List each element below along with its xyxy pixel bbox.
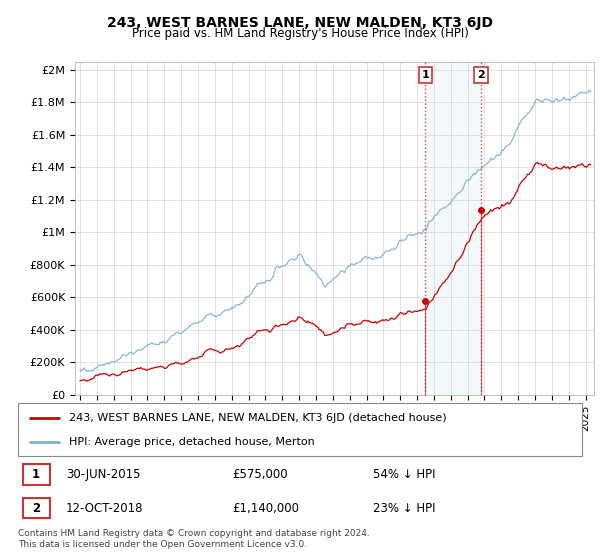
Text: £1,140,000: £1,140,000 xyxy=(232,502,299,515)
Text: £575,000: £575,000 xyxy=(232,468,288,481)
Text: 1: 1 xyxy=(422,70,430,80)
Text: 30-JUN-2015: 30-JUN-2015 xyxy=(66,468,140,481)
Bar xyxy=(23,464,50,485)
Text: HPI: Average price, detached house, Merton: HPI: Average price, detached house, Mert… xyxy=(69,437,314,447)
Text: 54% ↓ HPI: 54% ↓ HPI xyxy=(373,468,436,481)
Bar xyxy=(23,498,50,519)
Text: Contains HM Land Registry data © Crown copyright and database right 2024.
This d: Contains HM Land Registry data © Crown c… xyxy=(18,529,370,549)
Text: 1: 1 xyxy=(32,468,40,481)
Text: 243, WEST BARNES LANE, NEW MALDEN, KT3 6JD (detached house): 243, WEST BARNES LANE, NEW MALDEN, KT3 6… xyxy=(69,413,446,423)
Text: 2: 2 xyxy=(32,502,40,515)
Text: 23% ↓ HPI: 23% ↓ HPI xyxy=(373,502,436,515)
Text: 12-OCT-2018: 12-OCT-2018 xyxy=(66,502,143,515)
Bar xyxy=(425,62,481,395)
Text: 2: 2 xyxy=(477,70,485,80)
Text: 243, WEST BARNES LANE, NEW MALDEN, KT3 6JD: 243, WEST BARNES LANE, NEW MALDEN, KT3 6… xyxy=(107,16,493,30)
Text: Price paid vs. HM Land Registry's House Price Index (HPI): Price paid vs. HM Land Registry's House … xyxy=(131,27,469,40)
